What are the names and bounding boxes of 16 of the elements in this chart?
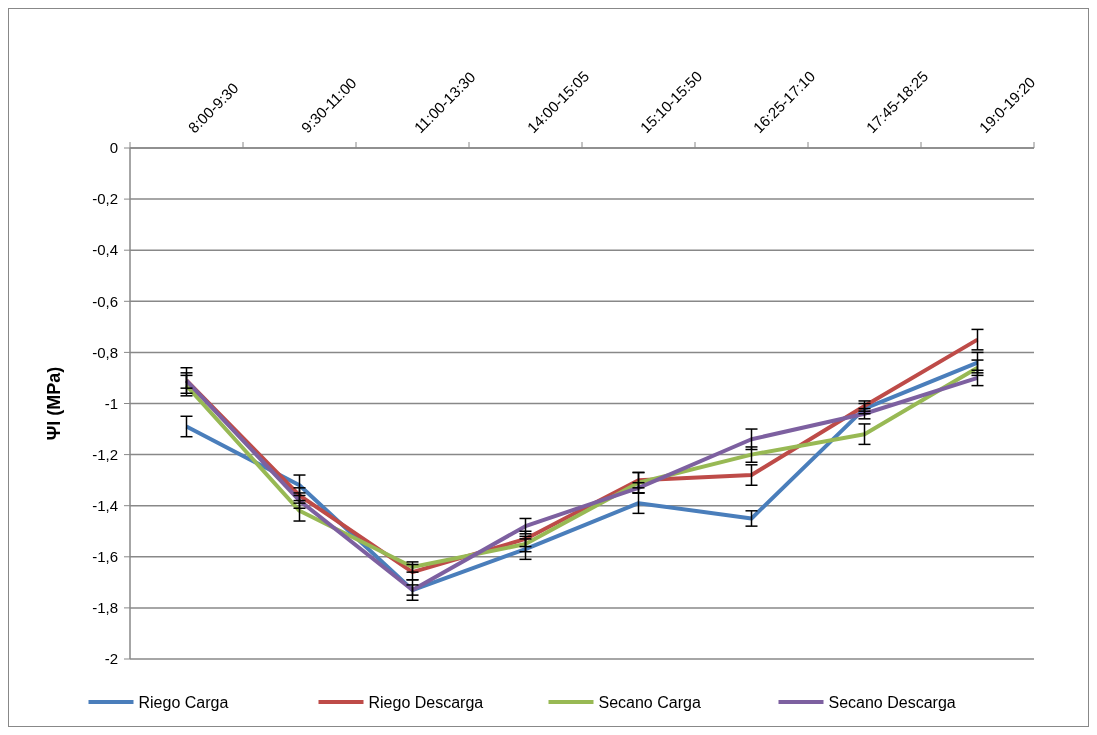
y-tick-label: -1,8: [92, 599, 118, 617]
y-tick-label: -1: [104, 394, 118, 412]
y-tick-label: -1,2: [92, 445, 118, 463]
y-tick-label: -0,6: [92, 292, 118, 310]
y-tick-label: -0,4: [92, 241, 118, 259]
y-tick-label: 0: [109, 139, 118, 157]
legend-label: Riego Carga: [138, 693, 229, 711]
legend-label: Secano Descarga: [828, 693, 956, 711]
y-axis-title: Ψl (MPa): [44, 366, 64, 441]
legend-label: Secano Carga: [598, 693, 701, 711]
y-tick-label: -0,8: [92, 343, 118, 361]
y-tick-label: -1,6: [92, 548, 118, 566]
y-tick-label: -1,4: [92, 496, 118, 514]
y-tick-label: -0,2: [92, 190, 118, 208]
legend-label: Riego Descarga: [368, 693, 484, 711]
y-tick-label: -2: [104, 650, 118, 668]
